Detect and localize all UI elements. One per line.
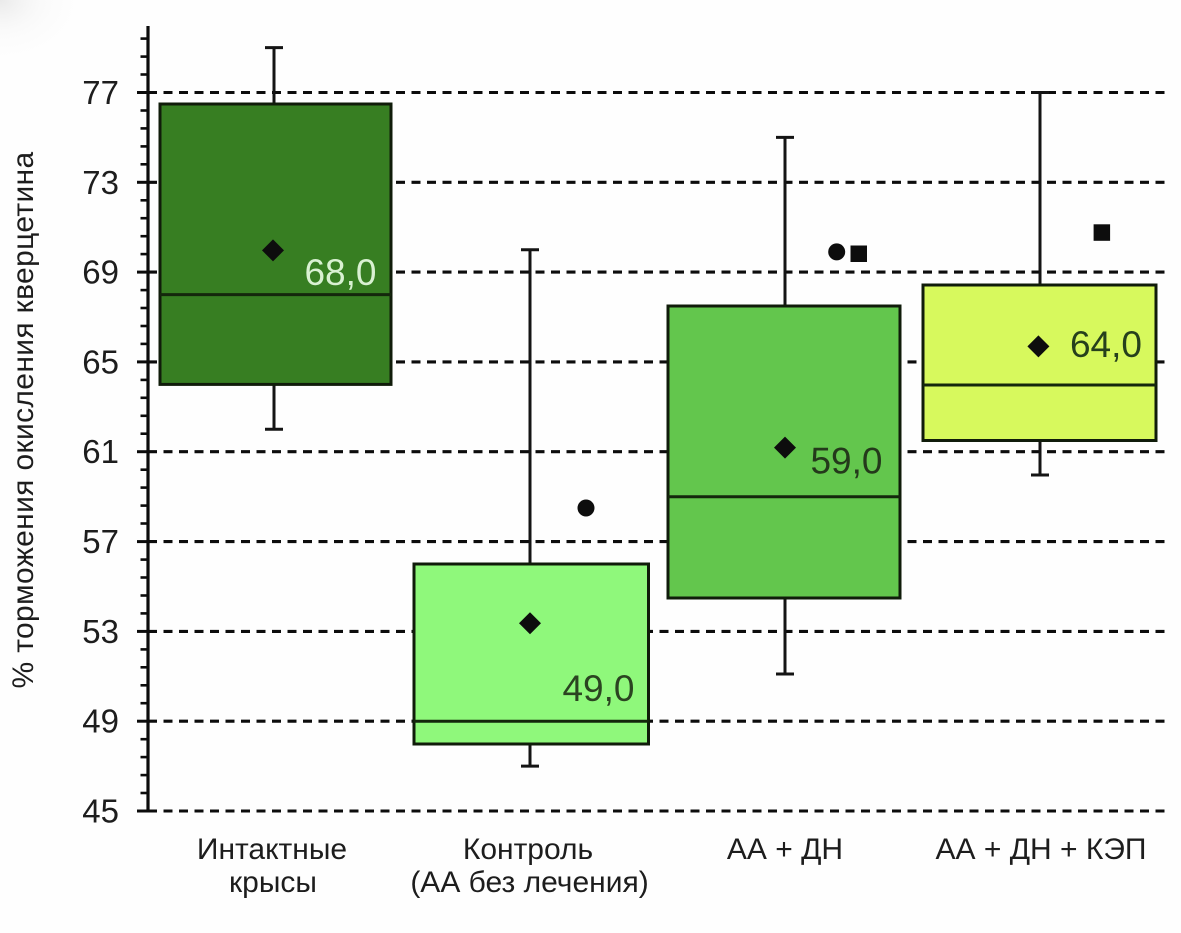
svg-text:65: 65 [82, 343, 119, 380]
svg-text:68,0: 68,0 [304, 252, 376, 293]
svg-text:59,0: 59,0 [810, 441, 882, 482]
svg-text:крысы: крысы [229, 866, 317, 899]
svg-text:(АА без лечения): (АА без лечения) [410, 866, 648, 899]
svg-text:73: 73 [82, 164, 119, 201]
svg-text:57: 57 [82, 523, 119, 560]
svg-text:Контроль: Контроль [463, 833, 593, 866]
svg-text:61: 61 [82, 433, 119, 470]
svg-text:77: 77 [82, 74, 119, 111]
svg-text:Интактные: Интактные [197, 833, 347, 866]
svg-text:49: 49 [82, 703, 119, 740]
svg-text:64,0: 64,0 [1070, 324, 1142, 365]
svg-text:АА + ДН: АА + ДН [727, 833, 843, 866]
svg-text:45: 45 [82, 793, 119, 830]
svg-text:АА + ДН + КЭП: АА + ДН + КЭП [936, 833, 1147, 866]
svg-text:% торможения окисления кверц: % торможения окисления кверцетина [7, 151, 40, 688]
svg-text:69: 69 [82, 254, 119, 291]
svg-text:53: 53 [82, 613, 119, 650]
svg-text:49,0: 49,0 [562, 668, 634, 709]
